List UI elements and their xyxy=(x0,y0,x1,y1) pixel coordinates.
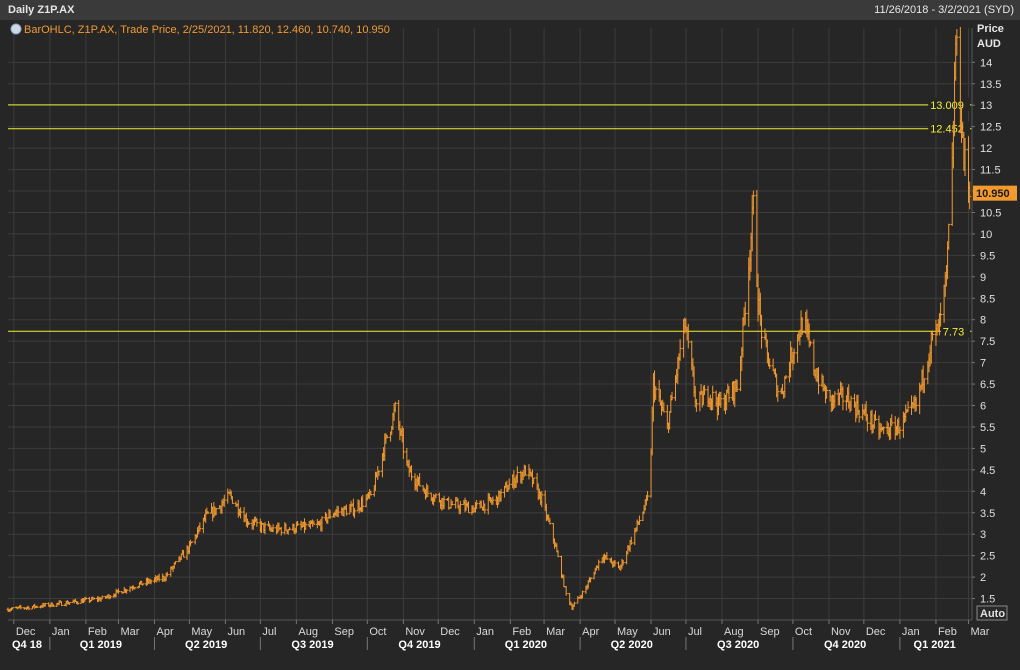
y-tick-label: 10.5 xyxy=(980,207,1001,219)
x-tick-label: Mar xyxy=(971,626,990,638)
legend-text: BarOHLC, Z1P.AX, Trade Price, 2/25/2021,… xyxy=(24,24,390,36)
y-tick-label: 7 xyxy=(980,358,986,370)
last-value-badge: 10.950 xyxy=(973,185,1017,201)
y-axis-title: Price xyxy=(977,23,1004,35)
x-tick-label: Dec xyxy=(866,626,886,638)
x-tick-label: May xyxy=(191,626,212,638)
auto-button-label[interactable]: Auto xyxy=(980,608,1005,620)
y-tick-label: 6.5 xyxy=(980,379,995,391)
quarter-label: Q3 2020 xyxy=(717,639,759,651)
y-tick-label: 8 xyxy=(980,315,986,327)
quarter-label: Q1 2019 xyxy=(80,639,122,651)
y-tick-label: 12 xyxy=(980,143,992,155)
y-tick-label: 8.5 xyxy=(980,293,995,305)
y-tick-label: 1.5 xyxy=(980,594,995,606)
legend-icon[interactable] xyxy=(10,23,22,35)
x-tick-label: Feb xyxy=(88,626,107,638)
quarter-label: Q1 2020 xyxy=(505,639,547,651)
auto-button-frame[interactable] xyxy=(976,605,1008,621)
x-tick-label: Feb xyxy=(512,626,531,638)
quarter-label: Q4 2019 xyxy=(398,639,440,651)
y-tick-label: 11.5 xyxy=(980,165,1001,177)
y-tick-label: 3 xyxy=(980,529,986,541)
y-tick-label: 2.5 xyxy=(980,551,995,563)
y-tick-label: 4 xyxy=(980,486,986,498)
x-tick-label: Aug xyxy=(298,626,318,638)
x-tick-label: Dec xyxy=(440,626,460,638)
horizontal-line-label: 7.73 xyxy=(943,326,964,338)
last-value-background xyxy=(973,185,1017,201)
quarter-label: Q4 18 xyxy=(12,639,42,651)
x-axis-ticks: Dec Jan Feb Mar Apr May Jun Jul Aug Sep Oct Nov Dec J… xyxy=(13,620,990,638)
last-value-label: 10.950 xyxy=(976,188,1010,200)
y-tick-label: 6 xyxy=(980,401,986,413)
horizontal-line-label: 13.009 xyxy=(930,100,964,112)
x-tick-label: Jul xyxy=(262,626,276,638)
y-tick-label: 4.5 xyxy=(980,465,995,477)
horizontal-line-label-bg xyxy=(928,97,970,111)
x-tick-label: Mar xyxy=(546,626,565,638)
y-tick-label: 9.5 xyxy=(980,250,995,262)
quarter-label: Q3 2019 xyxy=(291,639,333,651)
y-tick-label: 5.5 xyxy=(980,422,995,434)
y-tick-label: 5 xyxy=(980,443,986,455)
x-tick-label: Oct xyxy=(369,626,386,638)
date-range: 11/26/2018 - 3/2/2021 (SYD) xyxy=(874,4,1014,16)
x-tick-label: Jul xyxy=(688,626,702,638)
horizontal-line-label-bg xyxy=(928,121,970,135)
horizontal-line-label-bg xyxy=(940,324,970,338)
y-axis-ticks: 1.5 2 2.5 3 3.5 4 4.5 5 5.5 6 6.5 7 7.5 8 8.5 9 9.5 10 10.… xyxy=(972,57,1001,606)
x-tick-label: Feb xyxy=(938,626,957,638)
chart-title: Daily Z1P.AX xyxy=(8,4,75,16)
quarter-label: Q1 2021 xyxy=(914,639,956,651)
auto-button[interactable]: Auto xyxy=(976,605,1008,621)
x-tick-label: Aug xyxy=(724,626,744,638)
quarter-label: Q2 2019 xyxy=(185,639,227,651)
y-tick-label: 7.5 xyxy=(980,336,995,348)
ohlc-bars xyxy=(6,26,972,613)
x-tick-label: Nov xyxy=(831,626,851,638)
quarter-label: Q4 2020 xyxy=(824,639,866,651)
grid xyxy=(8,28,972,620)
x-tick-label: Dec xyxy=(16,626,36,638)
x-tick-label: Jun xyxy=(227,626,245,638)
x-tick-label: Jan xyxy=(52,626,70,638)
x-tick-label: Jan xyxy=(902,626,920,638)
y-tick-label: 3.5 xyxy=(980,508,995,520)
x-tick-label: Sep xyxy=(334,626,354,638)
x-tick-label: May xyxy=(617,626,638,638)
horizontal-lines: 13.009 12.452 7.73 xyxy=(8,97,972,338)
y-tick-label: 10 xyxy=(980,229,992,241)
x-tick-label: Jun xyxy=(653,626,671,638)
x-tick-label: Sep xyxy=(760,626,780,638)
y-tick-label: 13.5 xyxy=(980,79,1001,91)
y-tick-label: 13 xyxy=(980,100,992,112)
x-tick-label: Apr xyxy=(157,626,174,638)
x-tick-label: Nov xyxy=(405,626,425,638)
x-tick-label: Jan xyxy=(476,626,494,638)
y-tick-label: 12.5 xyxy=(980,122,1001,134)
quarter-label: Q2 2020 xyxy=(611,639,653,651)
y-tick-label: 9 xyxy=(980,272,986,284)
x-tick-label: Oct xyxy=(795,626,812,638)
horizontal-line-label: 12.452 xyxy=(930,124,964,136)
y-tick-label: 2 xyxy=(980,572,986,584)
y-axis-unit: AUD xyxy=(977,38,1001,50)
price-chart[interactable]: 13.009 12.452 7.73 1.5 2 2.5 3 3.5 4 4.5 5 5.5 6 6.5… xyxy=(0,20,1020,670)
quarter-ticks: Q4 18 Q1 2019 Q2 2019 Q3 2019 Q4 2019 Q1 2020… xyxy=(12,637,956,651)
title-bar: Daily Z1P.AX 11/26/2018 - 3/2/2021 (SYD) xyxy=(0,0,1020,20)
x-tick-label: Mar xyxy=(120,626,139,638)
y-tick-label: 14 xyxy=(980,57,992,69)
x-tick-label: Apr xyxy=(582,626,599,638)
